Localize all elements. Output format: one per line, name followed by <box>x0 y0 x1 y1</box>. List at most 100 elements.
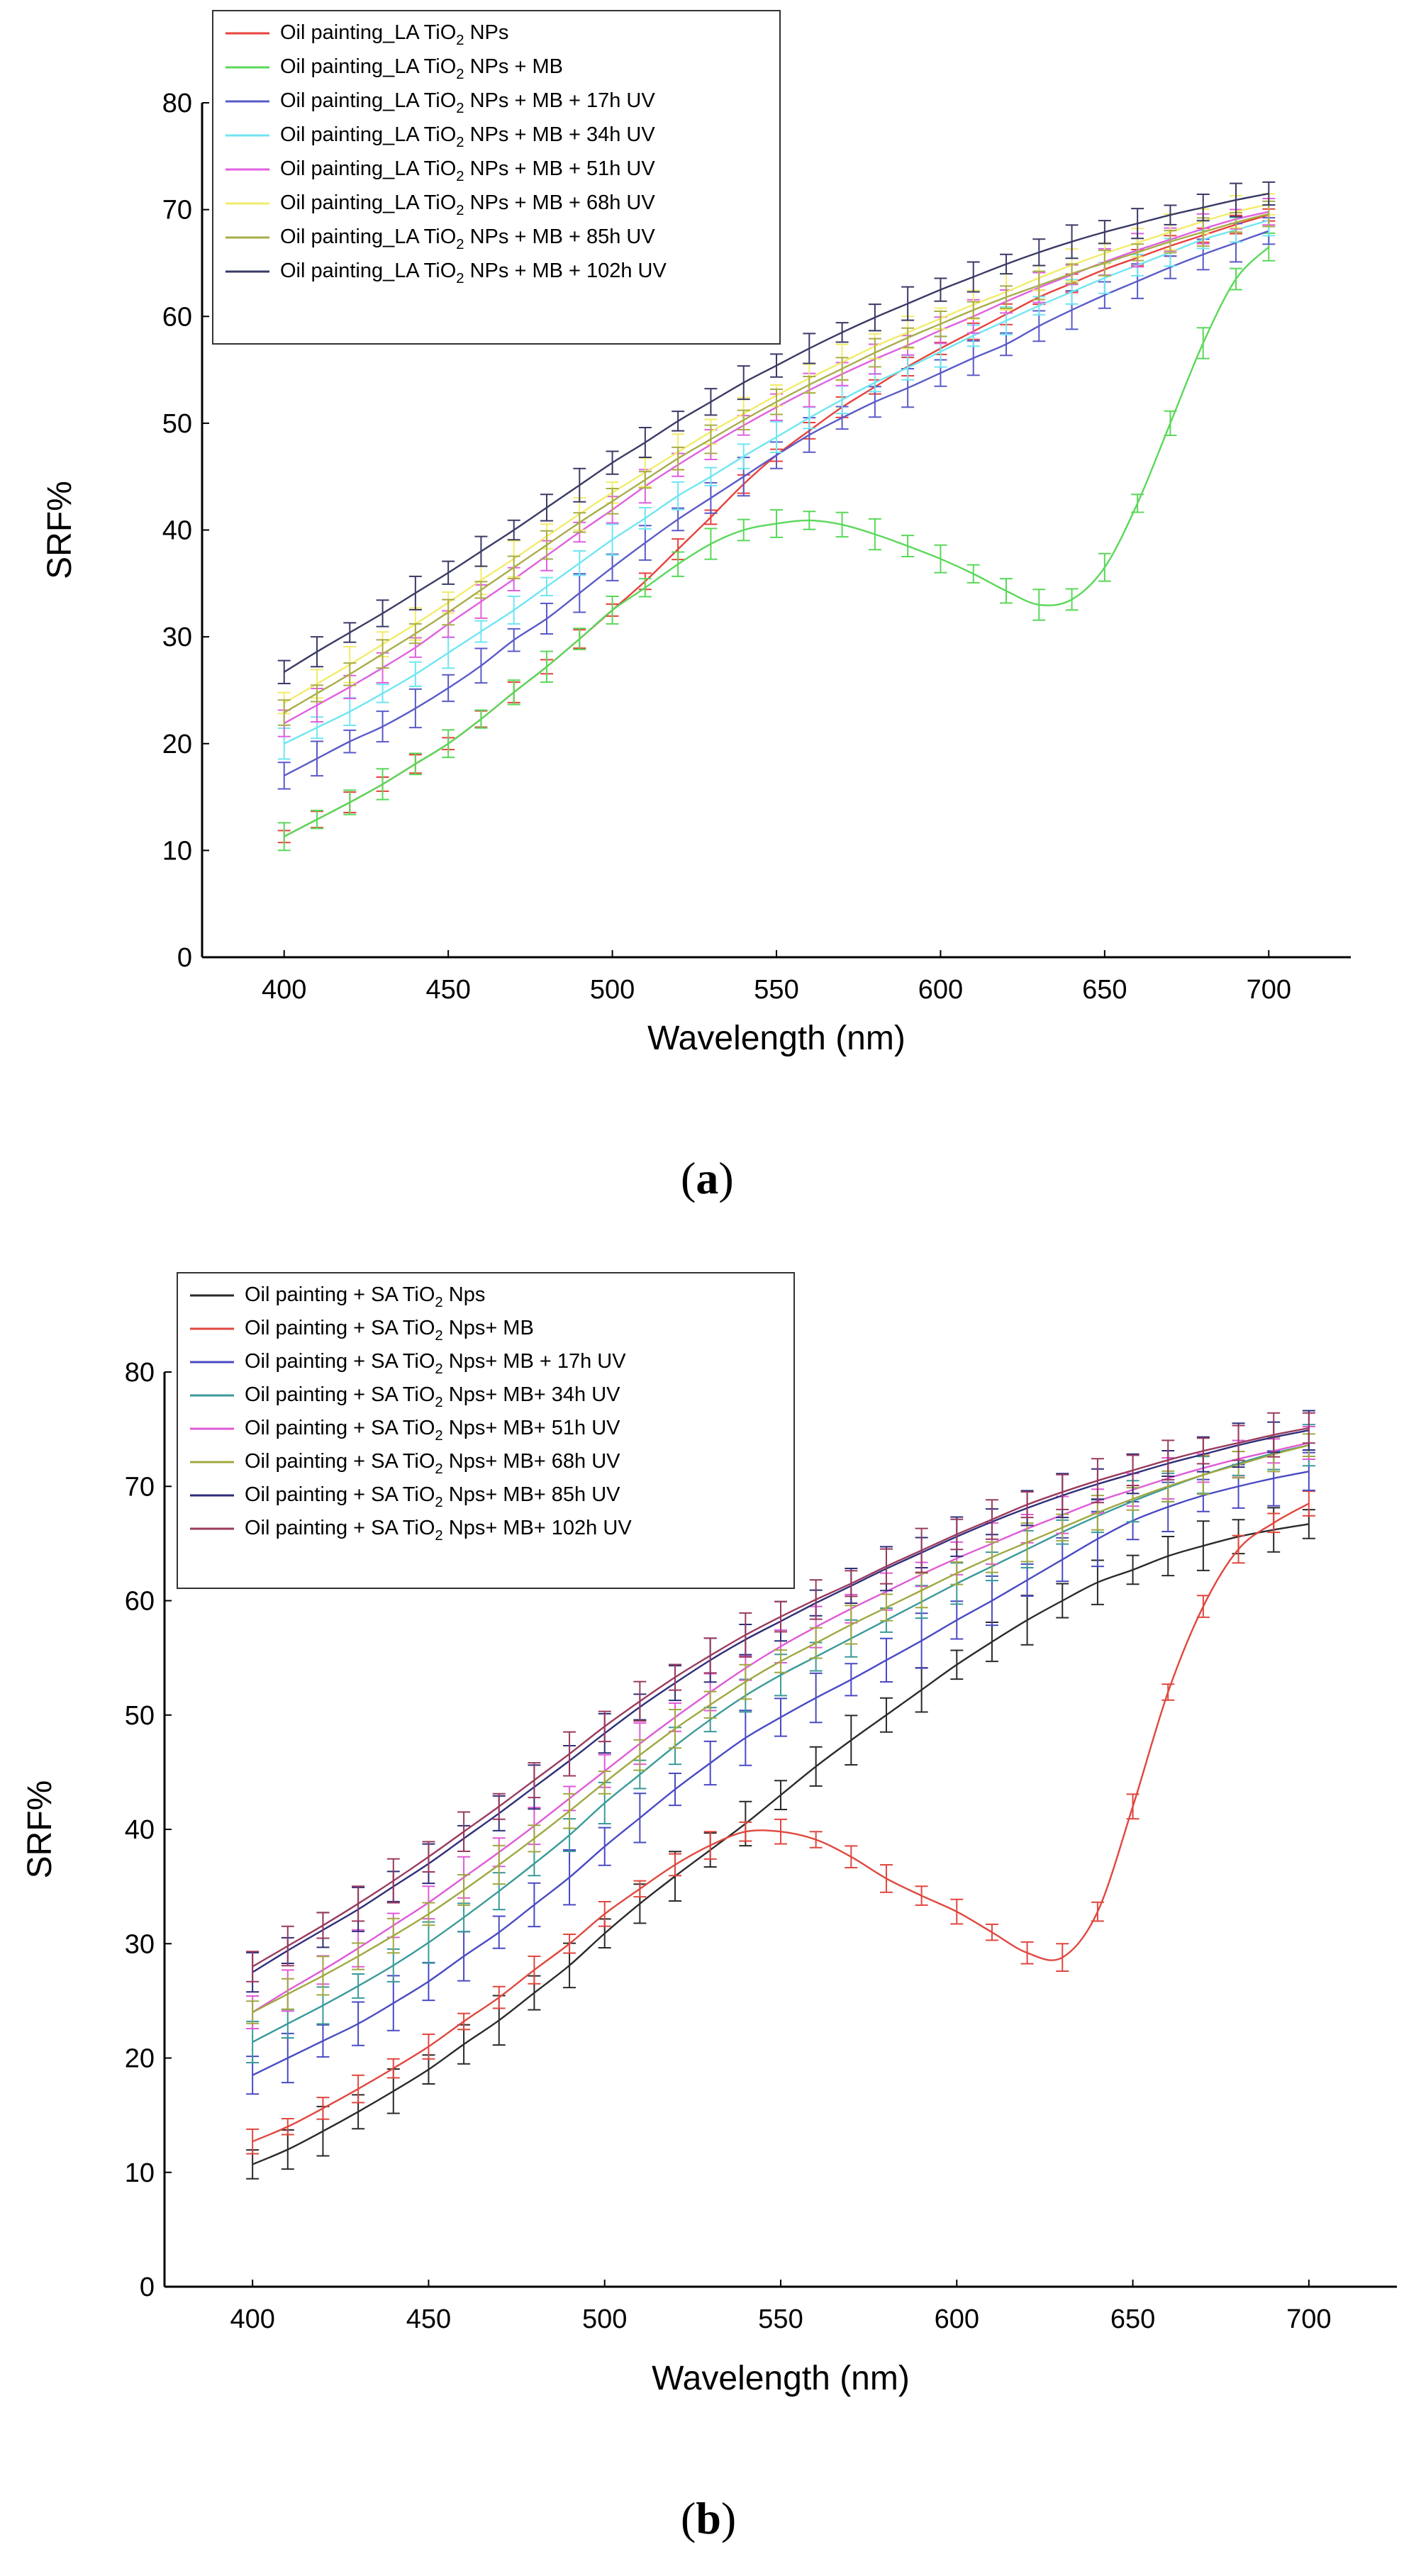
error-bar <box>1098 250 1111 277</box>
error-bar <box>352 2001 365 2046</box>
error-bar <box>563 1933 576 1954</box>
error-bar <box>281 1925 294 1967</box>
legend-item: Oil painting + SA TiO2 Nps+ MB+ 51h UV <box>190 1417 620 1444</box>
error-bar <box>868 338 881 368</box>
error-bar <box>442 560 455 585</box>
x-tick-label: 500 <box>582 2304 627 2334</box>
error-bar <box>672 507 685 532</box>
error-bar <box>934 277 947 302</box>
series-1 <box>246 1507 1315 2180</box>
legend-item: Oil painting + SA TiO2 Nps+ MB+ 68h UV <box>190 1450 620 1477</box>
error-bar <box>672 446 685 471</box>
series-2 <box>277 232 1276 852</box>
error-bar <box>835 511 849 538</box>
error-bar <box>985 1923 998 1941</box>
error-bar <box>277 699 291 726</box>
error-bar <box>638 525 652 561</box>
legend-label: Oil painting + SA TiO2 Nps+ MB + 17h UV <box>245 1350 626 1377</box>
legend-item: Oil painting_LA TiO2 NPs + MB + 17h UV <box>225 89 655 116</box>
legend-item: Oil painting_LA TiO2 NPs + MB + 51h UV <box>225 157 655 184</box>
error-bar <box>803 333 816 364</box>
error-bar <box>638 578 652 598</box>
error-bar <box>1126 1793 1140 1820</box>
y-tick-label: 10 <box>162 836 192 866</box>
y-tick-label: 20 <box>162 730 192 759</box>
series-3 <box>277 217 1276 790</box>
error-bar <box>633 1680 647 1722</box>
series-7 <box>277 200 1276 726</box>
x-tick-label: 550 <box>758 2304 803 2334</box>
legend-box <box>212 10 781 345</box>
error-bar <box>606 596 619 625</box>
error-bar <box>573 550 586 576</box>
error-bar <box>422 1841 435 1873</box>
error-bar <box>1164 204 1177 225</box>
error-bar <box>703 1637 717 1674</box>
legend-item: Oil painting_LA TiO2 NPs + MB + 85h UV <box>225 225 655 252</box>
error-bar <box>809 1627 823 1659</box>
error-bar <box>1056 1943 1069 1972</box>
error-bar <box>915 1612 928 1669</box>
legend-label: Oil painting + SA TiO2 Nps+ MB+ 68h UV <box>245 1450 620 1477</box>
error-bar <box>457 1811 471 1852</box>
error-bar <box>1020 1490 1034 1519</box>
error-bar <box>540 576 553 596</box>
error-bar <box>737 365 750 401</box>
error-bar <box>598 1771 611 1795</box>
error-bar <box>408 661 422 688</box>
error-bar <box>311 810 323 830</box>
error-bar <box>704 467 718 486</box>
error-bar <box>672 551 685 577</box>
error-bar <box>1065 263 1079 284</box>
error-bar <box>442 729 455 759</box>
error-bar <box>457 2012 471 2031</box>
error-bar <box>528 1824 541 1853</box>
error-bar <box>879 1637 893 1683</box>
legend-item: Oil painting_LA TiO2 NPs + MB <box>225 55 563 82</box>
y-tick-label: 20 <box>125 2044 155 2074</box>
y-tick-label: 80 <box>162 89 192 118</box>
y-tick-label: 40 <box>162 516 192 546</box>
error-bar <box>1065 224 1079 260</box>
error-bar <box>492 1985 506 2009</box>
legend-label: Oil painting_LA TiO2 NPs + MB + 85h UV <box>280 225 655 252</box>
error-bar <box>316 1956 330 1996</box>
error-bar <box>457 2024 471 2065</box>
error-bar <box>563 1792 576 1829</box>
error-bar <box>934 310 947 338</box>
error-bar <box>457 1931 471 1982</box>
error-bar <box>598 1827 611 1866</box>
error-bar <box>343 622 357 643</box>
error-bar <box>442 637 455 669</box>
error-bar <box>1131 494 1144 513</box>
error-bar <box>246 1951 260 1983</box>
error-bar <box>835 357 849 381</box>
legend-item: Oil painting_LA TiO2 NPs + MB + 102h UV <box>225 260 667 286</box>
error-bar <box>879 1548 893 1585</box>
error-bar <box>1091 1901 1104 1922</box>
error-bar <box>950 1518 964 1551</box>
error-bar <box>1232 1424 1245 1461</box>
error-bar <box>1098 220 1111 245</box>
y-tick-label: 70 <box>125 1472 155 1502</box>
error-bar <box>901 286 915 321</box>
error-bar <box>835 322 849 343</box>
error-bar <box>422 1961 435 2002</box>
error-bar <box>1098 552 1111 582</box>
error-bar <box>442 598 455 626</box>
error-bar <box>528 1851 541 1877</box>
legend-label: Oil painting + SA TiO2 Nps+ MB+ 34h UV <box>245 1383 620 1410</box>
error-bar <box>507 519 520 541</box>
error-bar <box>704 528 718 560</box>
error-bar <box>376 684 389 703</box>
error-bar <box>1161 1683 1175 1701</box>
error-bar <box>563 1731 576 1777</box>
error-bar <box>540 650 553 683</box>
error-bar <box>704 481 718 514</box>
error-bar <box>1196 327 1210 359</box>
error-bar <box>770 353 783 378</box>
x-tick-label: 450 <box>425 975 470 1005</box>
error-bar <box>492 1915 506 1949</box>
legend-label: Oil painting + SA TiO2 Nps+ MB+ 85h UV <box>245 1483 620 1510</box>
error-bar <box>277 762 291 790</box>
